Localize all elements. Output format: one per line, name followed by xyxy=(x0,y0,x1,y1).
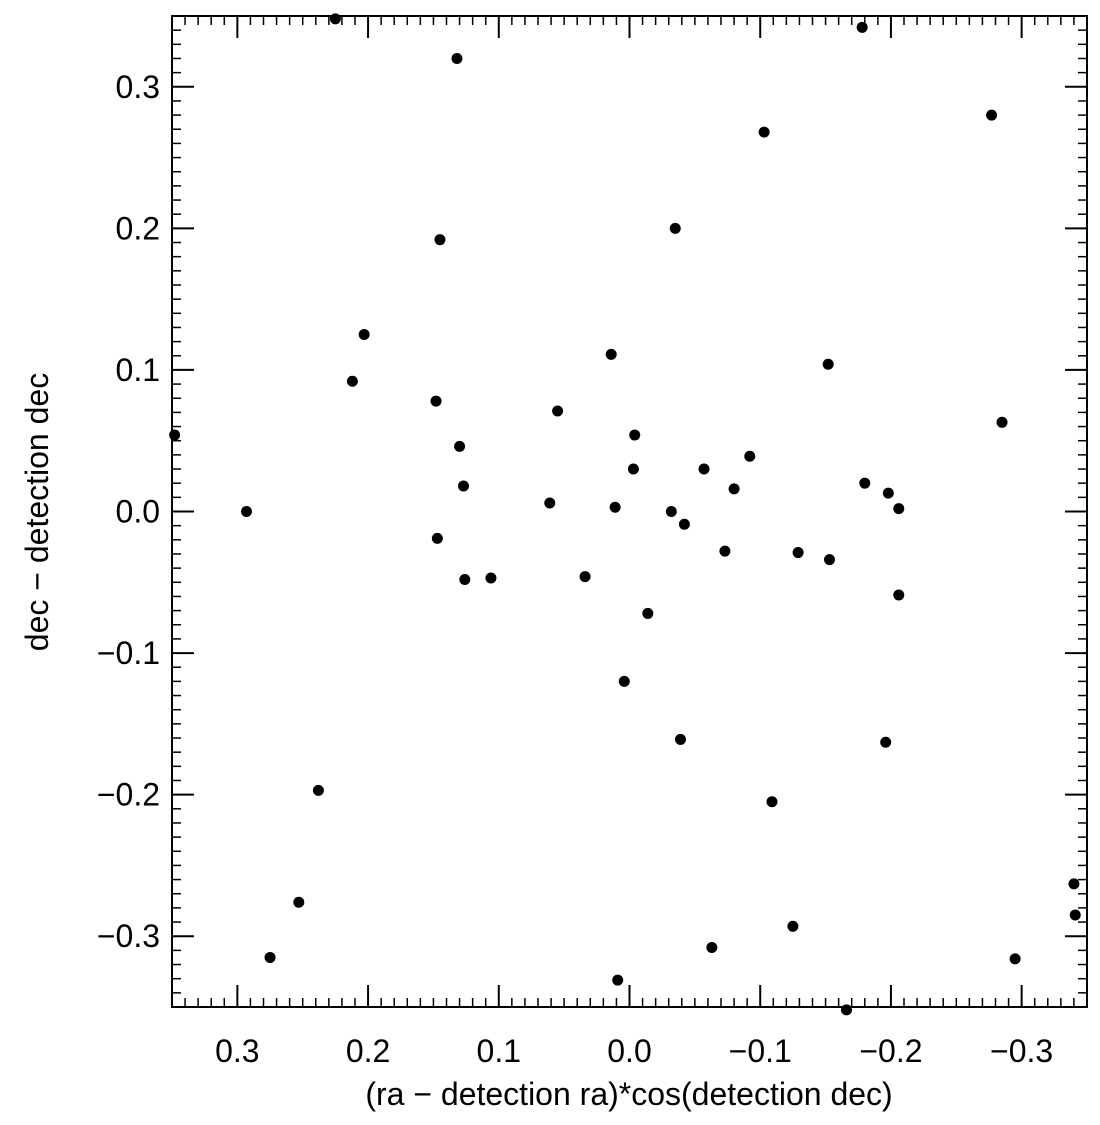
data-point xyxy=(882,487,894,499)
data-point xyxy=(1069,909,1081,921)
data-point xyxy=(728,483,740,495)
x-tick-label: 0.2 xyxy=(346,1033,390,1069)
x-tick-label: −0.2 xyxy=(859,1033,922,1069)
data-point xyxy=(241,506,253,517)
data-point xyxy=(552,405,564,417)
data-point xyxy=(823,554,835,566)
data-point xyxy=(996,416,1008,428)
data-point xyxy=(485,572,497,584)
y-axis-label: dec − detection dec xyxy=(19,373,55,651)
x-tick-label: 0.1 xyxy=(477,1033,521,1069)
data-point xyxy=(544,497,556,509)
data-point xyxy=(822,358,834,370)
data-point xyxy=(744,450,756,462)
data-point xyxy=(264,951,276,963)
data-point xyxy=(1009,953,1021,965)
data-point xyxy=(674,733,686,745)
data-point xyxy=(859,477,871,489)
x-tick-label: 0.3 xyxy=(215,1033,259,1069)
data-point xyxy=(665,506,677,517)
x-tick-label: −0.1 xyxy=(729,1033,792,1069)
data-point xyxy=(329,13,341,25)
data-point xyxy=(719,545,731,557)
y-tick-label: 0.2 xyxy=(116,210,160,246)
data-point xyxy=(618,675,630,687)
data-point xyxy=(169,429,181,441)
data-point xyxy=(758,126,770,138)
data-point xyxy=(609,501,621,513)
data-point xyxy=(856,21,868,33)
data-point xyxy=(612,974,624,986)
x-axis-label: (ra − detection ra)*cos(detection dec) xyxy=(365,1076,892,1112)
data-point xyxy=(346,375,358,387)
data-point xyxy=(451,52,463,64)
data-point xyxy=(766,796,778,808)
data-point xyxy=(457,480,469,492)
y-tick-label: 0.0 xyxy=(116,494,160,530)
data-point xyxy=(669,222,681,234)
data-point xyxy=(792,547,804,559)
data-point xyxy=(459,573,471,585)
y-tick-label: 0.3 xyxy=(116,69,160,105)
data-point xyxy=(430,395,442,407)
plot-frame xyxy=(171,15,1088,1008)
data-point xyxy=(293,896,305,908)
data-point xyxy=(627,463,639,475)
data-point xyxy=(629,429,641,441)
data-point xyxy=(605,348,617,360)
data-point xyxy=(1068,878,1080,890)
x-tick-label: 0.0 xyxy=(607,1033,651,1069)
data-point xyxy=(434,234,446,246)
data-point xyxy=(986,109,998,121)
data-point xyxy=(706,942,718,954)
y-tick-label: −0.1 xyxy=(97,635,160,671)
axis-ticks xyxy=(171,15,1088,1008)
data-point xyxy=(358,329,370,341)
data-point xyxy=(312,784,324,796)
data-point xyxy=(893,503,905,515)
data-point xyxy=(893,589,905,601)
data-point xyxy=(454,440,466,452)
data-point xyxy=(431,532,443,544)
data-points xyxy=(169,13,1081,1016)
data-point xyxy=(880,736,892,748)
data-point xyxy=(642,607,654,619)
y-tick-label: −0.3 xyxy=(97,918,160,954)
data-point xyxy=(787,920,799,932)
x-tick-label: −0.3 xyxy=(990,1033,1053,1069)
tick-labels: 0.3 0.2 0.1 0.0 −0.1 −0.2 −0.3 0.3 0.2 0.1 0.0 −0.1… xyxy=(97,69,1053,1069)
data-point xyxy=(840,1004,852,1016)
y-tick-label: −0.2 xyxy=(97,777,160,813)
data-point xyxy=(678,518,690,530)
data-point xyxy=(579,571,591,583)
data-point xyxy=(698,463,710,475)
y-tick-label: 0.1 xyxy=(116,352,160,388)
